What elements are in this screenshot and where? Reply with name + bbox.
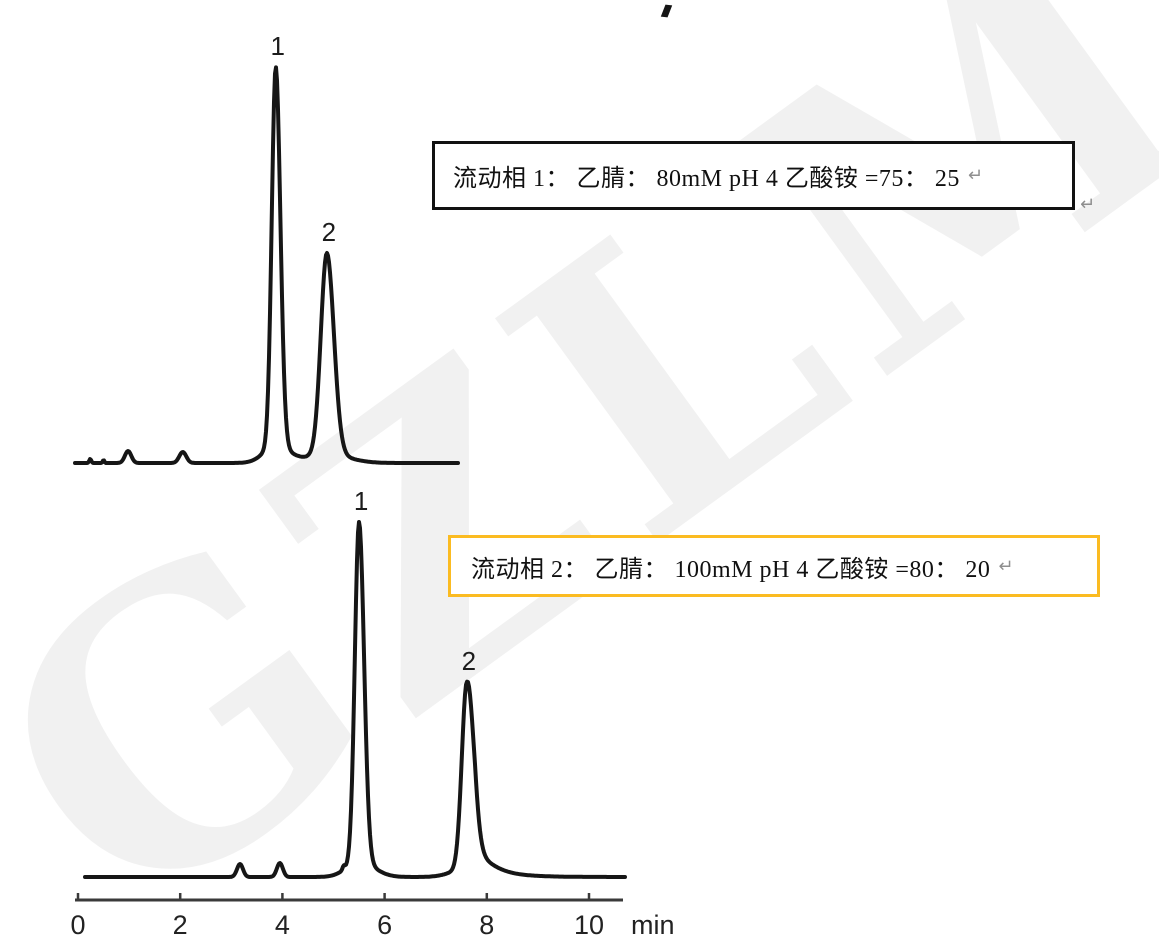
chromatogram-1-peak-label-2: 2 [322, 217, 336, 247]
chromatogram-1-peak-label-1: 1 [271, 31, 285, 61]
axis-tick-label: 6 [377, 910, 392, 940]
return-mark-icon: ↵ [967, 165, 984, 186]
mobile-phase-1-note-text: 流动相 1： 乙腈： 80mM pH 4 乙酸铵 =75： 25 [453, 166, 960, 192]
axis-unit-label: min [631, 910, 675, 940]
axis-tick-label: 8 [479, 910, 494, 940]
mobile-phase-2-note-text: 流动相 2： 乙腈： 100mM pH 4 乙酸铵 =80： 20 [471, 556, 991, 583]
axis-tick-label: 0 [70, 910, 85, 940]
chromatogram-2-peak-label-1: 1 [354, 486, 368, 516]
mobile-phase-2-note-box: 流动相 2： 乙腈： 100mM pH 4 乙酸铵 =80： 20 ↵ [448, 535, 1100, 597]
chromatogram-1-trace [73, 65, 460, 465]
chromatogram-2-peak-label-2: 2 [462, 646, 476, 676]
axis-tick-label: 2 [173, 910, 188, 940]
axis-tick-label: 10 [574, 910, 604, 940]
chromatogram-2-trace [83, 520, 627, 879]
return-mark-icon: ↵ [998, 555, 1014, 577]
return-mark-icon: ↵ [1080, 194, 1096, 215]
mobile-phase-1-note-box: 流动相 1： 乙腈： 80mM pH 4 乙酸铵 =75： 25 ↵ [432, 141, 1075, 210]
axis-tick-label: 4 [275, 910, 290, 940]
